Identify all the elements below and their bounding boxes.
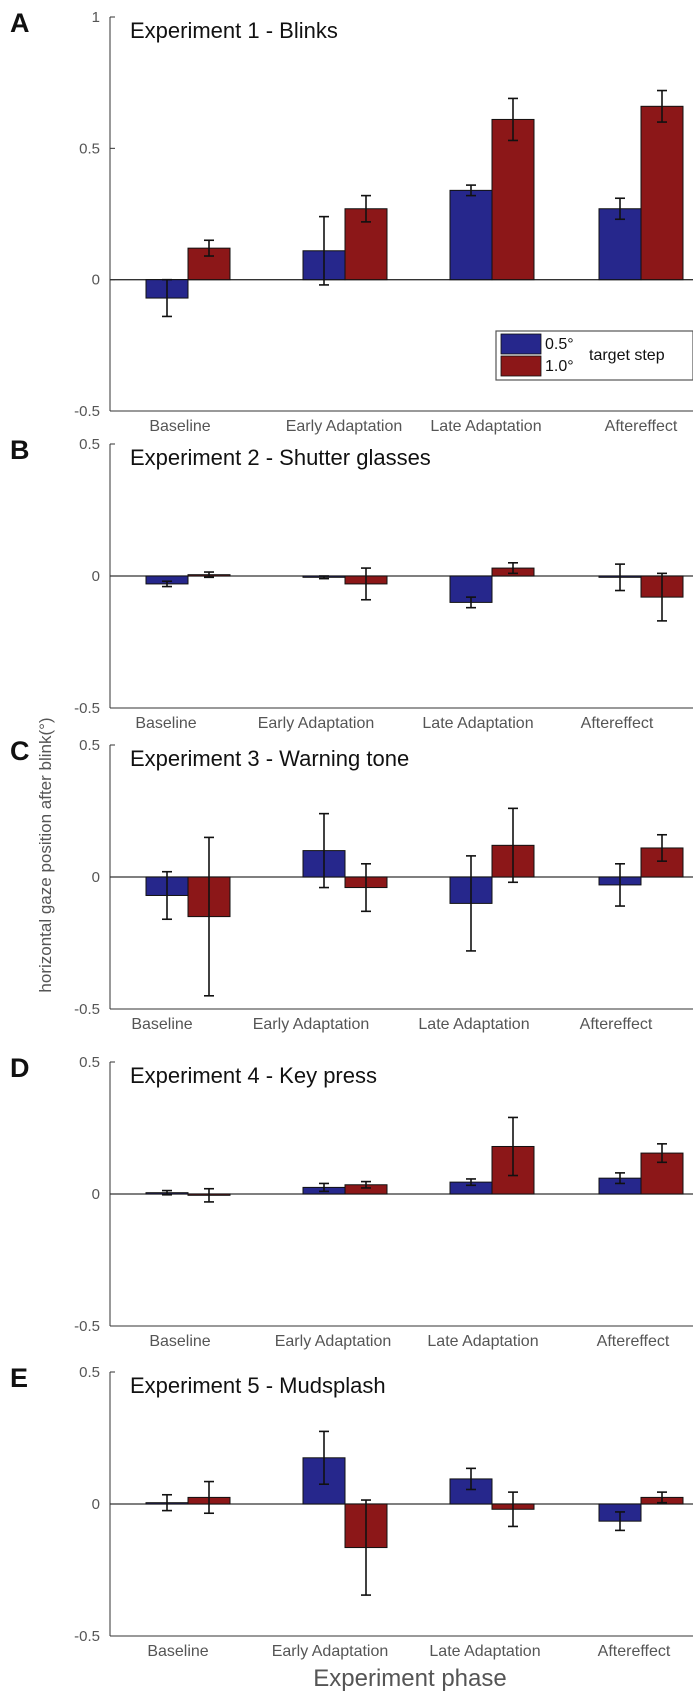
x-tick-label: Baseline <box>147 1643 208 1660</box>
x-tick-label: Early Adaptation <box>258 715 375 732</box>
legend-title: target step <box>589 347 665 364</box>
y-tick-label: 0.5 <box>79 140 100 157</box>
x-tick-label: Aftereffect <box>581 715 654 732</box>
y-tick-label: 0 <box>92 869 100 886</box>
panel-title: Experiment 2 - Shutter glasses <box>130 445 431 470</box>
legend-entry: 0.5° <box>545 336 574 353</box>
y-tick-label: 0 <box>92 1186 100 1203</box>
panel-letter: B <box>10 435 30 465</box>
panel-b: B Experiment 2 - Shutter glasses -0.5 0 0.5 B… <box>10 435 693 732</box>
y-tick-label: -0.5 <box>74 403 100 420</box>
y-tick-label: 0.5 <box>79 1054 100 1071</box>
x-tick-label: Late Adaptation <box>429 1643 540 1660</box>
panel-letter: E <box>10 1363 28 1393</box>
panel-title: Experiment 3 - Warning tone <box>130 746 409 771</box>
panel-d: D Experiment 4 - Key press -0.5 0 0.5 Baselin… <box>10 1053 693 1350</box>
legend-swatch <box>500 355 542 377</box>
panel-a: A Experiment 1 - Blinks -0.5 0 0.5 1 Baseline E… <box>10 8 693 435</box>
x-tick-label: Aftereffect <box>580 1016 653 1033</box>
y-tick-label: 0.5 <box>79 737 100 754</box>
y-tick-label: 0.5 <box>79 436 100 453</box>
y-axis-label: horizontal gaze position after blink(°) <box>36 717 55 992</box>
y-tick-label: 0 <box>92 568 100 585</box>
y-tick-label: -0.5 <box>74 700 100 717</box>
panel-letter: A <box>10 8 30 38</box>
x-tick-label: Early Adaptation <box>253 1016 370 1033</box>
x-tick-label: Early Adaptation <box>272 1643 389 1660</box>
x-tick-label: Baseline <box>149 418 210 435</box>
bar <box>449 189 493 281</box>
x-tick-label: Baseline <box>131 1016 192 1033</box>
panel-c: C Experiment 3 - Warning tone -0.5 0 0.5 Base… <box>10 736 693 1033</box>
legend-entry: 1.0° <box>545 358 574 375</box>
panel-letter: C <box>10 736 30 766</box>
x-tick-label: Aftereffect <box>597 1333 670 1350</box>
y-tick-label: 1 <box>92 9 100 26</box>
x-tick-label: Baseline <box>135 715 196 732</box>
y-tick-label: -0.5 <box>74 1001 100 1018</box>
y-tick-label: 0 <box>92 1496 100 1513</box>
bar <box>598 208 642 281</box>
panel-title: Experiment 4 - Key press <box>130 1063 377 1088</box>
x-axis-label: Experiment phase <box>313 1665 506 1692</box>
y-tick-label: 0.5 <box>79 1364 100 1381</box>
y-tick-label: -0.5 <box>74 1318 100 1335</box>
panel-letter: D <box>10 1053 30 1083</box>
x-tick-label: Early Adaptation <box>286 418 403 435</box>
y-tick-label: -0.5 <box>74 1628 100 1645</box>
x-tick-label: Late Adaptation <box>418 1016 529 1033</box>
bar <box>640 105 684 281</box>
x-tick-label: Early Adaptation <box>275 1333 392 1350</box>
panel-title: Experiment 5 - Mudsplash <box>130 1373 386 1398</box>
x-tick-label: Late Adaptation <box>430 418 541 435</box>
legend: 0.5° 1.0° target step <box>495 330 693 381</box>
legend-swatch <box>500 333 542 355</box>
bar <box>187 247 231 281</box>
x-tick-label: Late Adaptation <box>422 715 533 732</box>
panel-title: Experiment 1 - Blinks <box>130 18 338 43</box>
x-tick-label: Aftereffect <box>605 418 678 435</box>
panel-e: E Experiment 5 - Mudsplash -0.5 0 0.5 Baselin… <box>10 1363 693 1660</box>
x-tick-label: Late Adaptation <box>427 1333 538 1350</box>
x-tick-label: Baseline <box>149 1333 210 1350</box>
x-tick-label: Aftereffect <box>598 1643 671 1660</box>
bar <box>491 118 535 281</box>
y-tick-label: 0 <box>92 272 100 289</box>
